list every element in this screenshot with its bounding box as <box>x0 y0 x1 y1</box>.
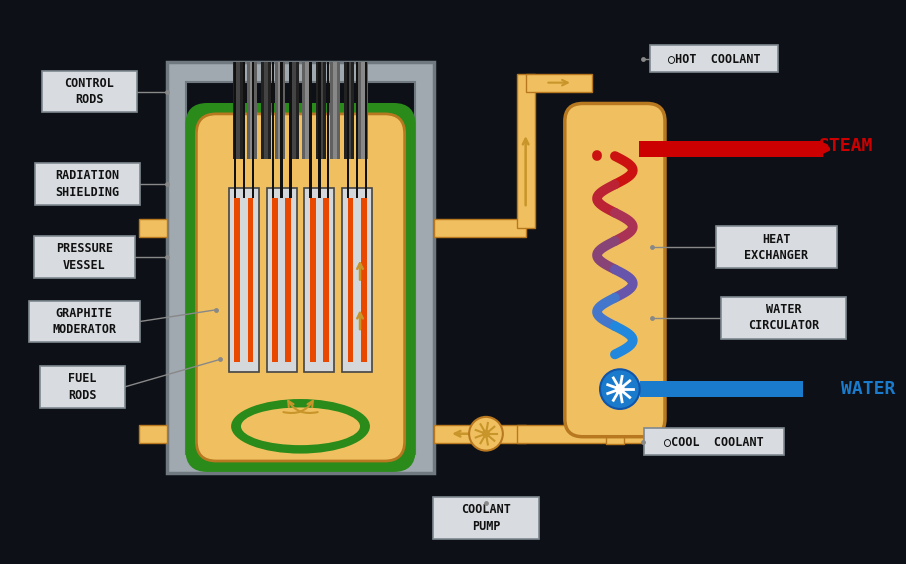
Bar <box>266 188 296 372</box>
Bar <box>361 198 367 362</box>
Bar <box>309 62 312 198</box>
Bar <box>319 62 323 158</box>
Text: STEAM: STEAM <box>819 137 873 155</box>
Bar <box>289 62 298 158</box>
Bar <box>327 62 330 198</box>
Bar <box>235 198 240 362</box>
FancyBboxPatch shape <box>29 301 140 342</box>
Bar <box>640 141 823 157</box>
Bar <box>333 62 337 158</box>
Bar <box>243 62 246 198</box>
Bar <box>275 62 284 158</box>
Bar <box>272 198 278 362</box>
Bar <box>342 188 372 372</box>
Text: WATER
CIRCULATOR: WATER CIRCULATOR <box>747 303 819 332</box>
FancyBboxPatch shape <box>651 46 778 72</box>
Text: ○HOT  COOLANT: ○HOT COOLANT <box>668 52 760 65</box>
Bar <box>139 219 167 237</box>
Bar <box>250 62 254 158</box>
Bar <box>347 62 352 158</box>
Bar <box>261 62 271 158</box>
Text: GRAPHITE
MODERATOR: GRAPHITE MODERATOR <box>53 307 116 336</box>
Bar <box>606 409 624 444</box>
Circle shape <box>469 417 503 451</box>
Bar <box>348 198 353 362</box>
Bar <box>356 62 358 198</box>
Bar <box>525 74 592 91</box>
Bar <box>292 62 295 158</box>
Bar <box>278 62 282 158</box>
Bar <box>289 62 292 198</box>
Bar <box>187 82 415 453</box>
Bar <box>304 188 334 372</box>
FancyBboxPatch shape <box>643 428 785 455</box>
Text: RADIATION
SHIELDING: RADIATION SHIELDING <box>55 169 120 199</box>
Bar <box>365 62 367 198</box>
Text: COOLANT
PUMP: COOLANT PUMP <box>461 503 511 533</box>
Circle shape <box>615 384 625 394</box>
FancyBboxPatch shape <box>42 70 137 112</box>
Bar <box>358 62 368 158</box>
FancyBboxPatch shape <box>564 103 665 437</box>
FancyBboxPatch shape <box>34 236 135 278</box>
Text: FUEL
RODS: FUEL RODS <box>68 372 97 402</box>
Circle shape <box>482 430 490 438</box>
Bar <box>247 62 257 158</box>
Bar <box>361 62 365 158</box>
Bar <box>303 62 313 158</box>
Bar <box>331 62 340 158</box>
Bar <box>310 198 316 362</box>
Bar <box>347 62 350 198</box>
FancyBboxPatch shape <box>40 366 125 408</box>
FancyBboxPatch shape <box>433 497 539 539</box>
Bar <box>305 62 310 158</box>
Bar <box>281 62 283 198</box>
FancyBboxPatch shape <box>197 114 405 461</box>
Text: CONTROL
RODS: CONTROL RODS <box>64 77 114 107</box>
Text: HEAT
EXCHANGER: HEAT EXCHANGER <box>745 232 809 262</box>
Text: PRESSURE
VESSEL: PRESSURE VESSEL <box>56 243 113 272</box>
Bar <box>316 62 326 158</box>
FancyBboxPatch shape <box>34 163 140 205</box>
Bar <box>236 62 240 158</box>
FancyBboxPatch shape <box>721 297 846 338</box>
Bar <box>434 219 525 237</box>
Ellipse shape <box>241 407 360 445</box>
FancyBboxPatch shape <box>186 103 416 472</box>
Bar <box>516 74 535 228</box>
Bar <box>252 62 254 198</box>
Bar <box>247 198 254 362</box>
Bar <box>139 425 167 443</box>
Bar <box>234 62 236 198</box>
Text: WATER: WATER <box>841 380 895 398</box>
Bar <box>167 62 434 473</box>
Bar <box>233 62 243 158</box>
Bar <box>229 188 259 372</box>
Bar <box>344 62 354 158</box>
Bar <box>434 425 525 443</box>
Text: ○COOL  COOLANT: ○COOL COOLANT <box>664 435 764 448</box>
Bar <box>323 198 329 362</box>
Ellipse shape <box>231 399 370 453</box>
Bar <box>318 62 321 198</box>
Bar <box>285 198 291 362</box>
Bar <box>516 425 647 443</box>
Circle shape <box>600 369 640 409</box>
Bar <box>272 62 274 198</box>
FancyBboxPatch shape <box>716 227 837 268</box>
Bar <box>640 381 804 397</box>
Bar <box>264 62 268 158</box>
